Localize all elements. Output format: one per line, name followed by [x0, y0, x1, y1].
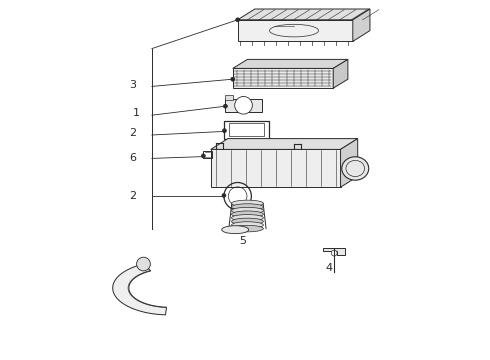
Polygon shape	[113, 264, 167, 315]
Polygon shape	[238, 9, 370, 20]
Circle shape	[201, 154, 205, 158]
Polygon shape	[233, 59, 348, 68]
Ellipse shape	[137, 257, 150, 271]
Ellipse shape	[222, 226, 249, 234]
Polygon shape	[341, 139, 358, 187]
Text: 3: 3	[129, 80, 136, 90]
Circle shape	[235, 96, 252, 114]
Text: 1: 1	[133, 108, 140, 118]
Ellipse shape	[232, 222, 264, 228]
Polygon shape	[233, 68, 333, 88]
Circle shape	[236, 18, 240, 22]
Ellipse shape	[232, 218, 264, 225]
Polygon shape	[353, 9, 370, 41]
Text: 2: 2	[129, 191, 136, 201]
Ellipse shape	[232, 207, 264, 214]
Text: 4: 4	[326, 263, 333, 273]
Polygon shape	[211, 149, 341, 187]
Ellipse shape	[232, 204, 264, 210]
Text: 2: 2	[129, 128, 136, 138]
Ellipse shape	[342, 157, 368, 180]
Polygon shape	[323, 248, 345, 255]
Polygon shape	[225, 95, 233, 100]
Text: 6: 6	[129, 153, 136, 163]
Polygon shape	[333, 59, 348, 88]
Text: 5: 5	[239, 236, 246, 246]
Circle shape	[331, 250, 337, 256]
Circle shape	[223, 104, 227, 108]
Ellipse shape	[232, 211, 264, 217]
Circle shape	[222, 129, 226, 132]
Ellipse shape	[232, 215, 264, 221]
Circle shape	[231, 77, 235, 81]
Ellipse shape	[232, 225, 264, 232]
Polygon shape	[225, 99, 262, 112]
Polygon shape	[211, 139, 358, 149]
Circle shape	[222, 194, 226, 197]
Polygon shape	[238, 20, 353, 41]
Ellipse shape	[232, 200, 264, 207]
